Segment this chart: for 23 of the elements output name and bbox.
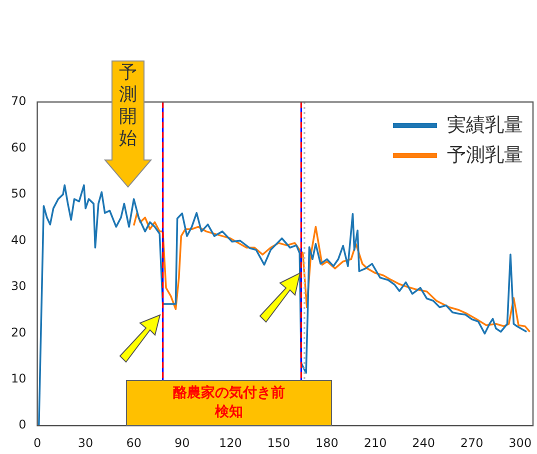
y-tick-label: 10 [10, 371, 26, 386]
y-tick-label: 30 [10, 279, 26, 294]
legend-label: 実績乳量 [447, 113, 523, 138]
x-tick-label: 60 [126, 436, 142, 450]
annotation: 予測開始 [118, 62, 138, 150]
y-tick-label: 40 [10, 232, 26, 247]
x-tick-label: 300 [508, 436, 532, 450]
x-tick-label: 240 [412, 436, 436, 450]
x-tick-label: 150 [267, 436, 290, 450]
annotation: 酪農家の気付き前検知 [172, 384, 286, 422]
x-tick-label: 30 [78, 436, 94, 450]
y-tick-label: 70 [10, 94, 26, 108]
x-tick-label: 210 [364, 436, 387, 450]
x-tick-label: 90 [174, 436, 190, 450]
y-tick-label: 50 [10, 186, 26, 201]
x-tick-label: 180 [316, 436, 338, 450]
x-tick-label: 270 [460, 436, 484, 450]
y-tick-label: 60 [10, 140, 26, 154]
x-tick-label: 120 [218, 436, 242, 450]
y-tick-label: 20 [10, 325, 26, 340]
x-tick-label: 0 [33, 436, 42, 450]
y-tick-label: 0 [18, 418, 26, 432]
legend-label: 予測乳量 [447, 143, 523, 168]
